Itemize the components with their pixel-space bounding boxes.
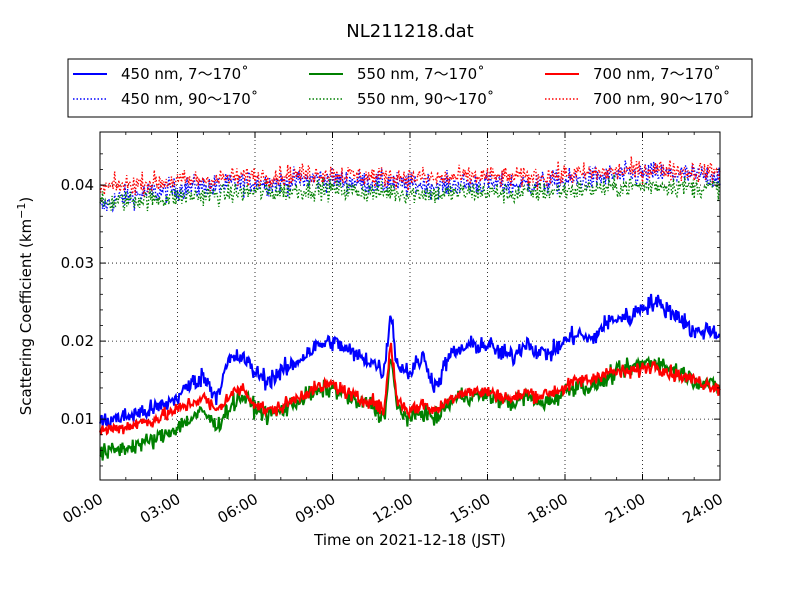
y-tick-label: 0.03 [61, 254, 94, 272]
x-tick-label: 09:00 [292, 490, 338, 527]
series-line [99, 293, 721, 428]
legend-label: 550 nm, 90～170˚ [357, 90, 494, 108]
series-layer [99, 156, 721, 461]
x-tick-label: 15:00 [447, 490, 493, 527]
series-line [99, 174, 721, 212]
x-tick-label: 00:00 [60, 490, 106, 527]
series-line [99, 342, 721, 436]
legend-label: 700 nm, 7～170˚ [593, 65, 721, 83]
series-line [99, 160, 721, 213]
x-tick-label: 18:00 [525, 490, 571, 527]
series-line [99, 355, 721, 461]
x-tick-label: 21:00 [602, 490, 648, 527]
y-tick-label: 0.04 [61, 176, 94, 194]
legend-label: 450 nm, 7～170˚ [121, 65, 249, 83]
y-tick-label: 0.02 [61, 332, 94, 350]
legend: 450 nm, 7～170˚ 550 nm, 7～170˚ 700 nm, 7～17… [67, 58, 753, 118]
x-tick-label: 03:00 [137, 490, 183, 527]
legend-label: 450 nm, 90～170˚ [121, 90, 258, 108]
chart-title: NL211218.dat [346, 21, 473, 42]
x-axis-label: Time on 2021-12-18 (JST) [313, 531, 506, 549]
legend-label: 550 nm, 7～170˚ [357, 65, 485, 83]
legend-box [67, 58, 753, 118]
x-tick-label: 24:00 [680, 490, 726, 527]
x-tick-label: 06:00 [215, 490, 261, 527]
y-axis-label-main: Scattering Coefficient (km [17, 219, 35, 415]
y-axis-label-exponent: −1 [15, 203, 28, 219]
y-axis-label: Scattering Coefficient (km−1) [15, 197, 35, 416]
y-tick-label: 0.01 [61, 410, 94, 428]
x-tick-label: 12:00 [370, 490, 416, 527]
legend-label: 700 nm, 90～170˚ [593, 90, 730, 108]
y-axis-label-close: ) [17, 197, 35, 203]
